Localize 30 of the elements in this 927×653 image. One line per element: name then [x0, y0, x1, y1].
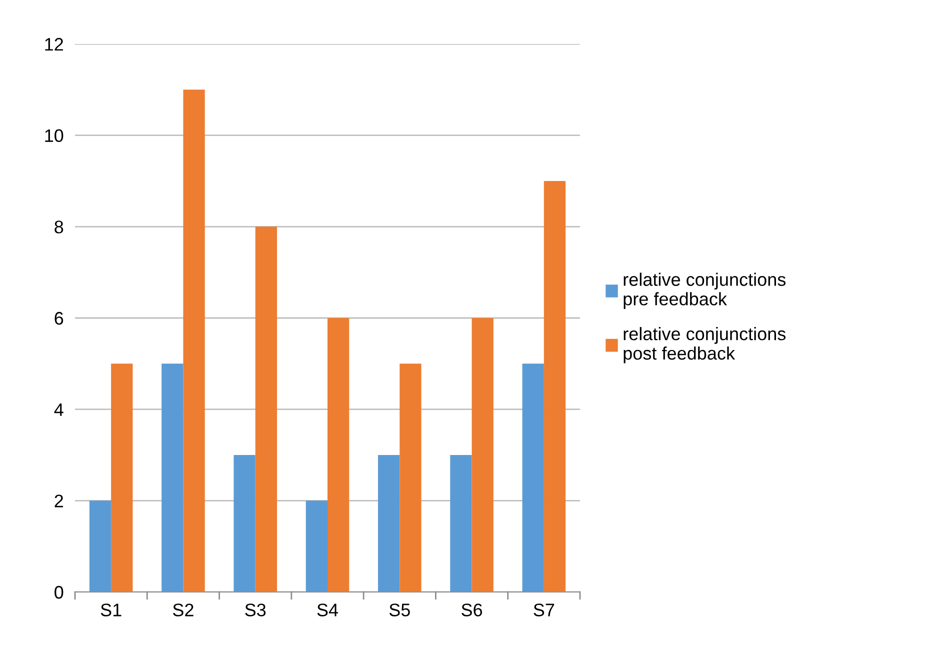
- x-tick-label: S7: [534, 604, 554, 616]
- y-tick-label: 8: [54, 220, 64, 234]
- x-tick-label: S1: [100, 604, 122, 616]
- y-tick-label: 0: [54, 586, 64, 599]
- y-tick-label: 6: [54, 312, 64, 325]
- legend-label: relative conjunctions pre feedback: [624, 272, 786, 309]
- x-tick-label: S2: [172, 604, 194, 616]
- y-tick-label: 2: [54, 494, 63, 508]
- y-tick-label: 4: [54, 403, 64, 416]
- bar: [544, 181, 566, 592]
- x-tick-label: S3: [245, 604, 266, 616]
- y-tick-label: 12: [45, 38, 63, 51]
- bar: [183, 90, 205, 592]
- x-tick-label: S5: [389, 604, 410, 616]
- x-tick-label: S6: [462, 604, 482, 616]
- bar: [89, 500, 112, 592]
- bar: [234, 455, 256, 592]
- bar: [378, 455, 400, 592]
- bar: [111, 364, 133, 592]
- legend-label: relative conjunctions post feedback: [624, 327, 786, 364]
- y-tick-label: 10: [45, 129, 64, 142]
- bar: [522, 364, 544, 592]
- bar: [255, 226, 277, 592]
- bar: [328, 318, 350, 592]
- bar: [472, 318, 494, 592]
- bar: [306, 500, 328, 592]
- bar: [450, 455, 472, 592]
- bar: [400, 364, 422, 592]
- x-tick-label: S4: [317, 604, 338, 616]
- bar: [162, 364, 184, 592]
